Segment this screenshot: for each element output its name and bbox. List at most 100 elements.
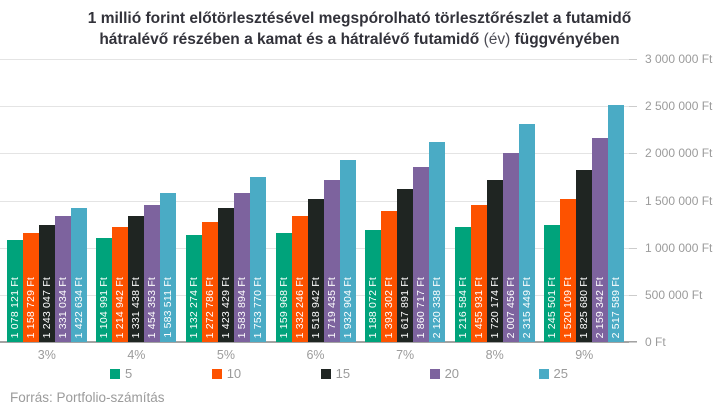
bar-6-15: 1 518 942 Ft (307, 198, 324, 342)
bar-9-5: 1 245 501 Ft (544, 224, 561, 342)
bar-3-20: 1 331 034 Ft (54, 216, 71, 342)
x-tick-label: 4% (127, 348, 146, 362)
bar-value-label: 1 719 435 Ft (325, 276, 338, 338)
bar-5-15: 1 423 429 Ft (217, 207, 234, 342)
y-tick-label: 500 000 Ft (645, 288, 703, 302)
bar-group-6: 1 159 968 Ft 1 332 246 Ft 1 518 942 Ft 1 71… (271, 59, 361, 342)
bar-value-label: 1 422 634 Ft (72, 276, 85, 338)
bar-value-label: 1 078 121 Ft (8, 276, 21, 338)
bar-value-label: 1 272 786 Ft (203, 276, 216, 338)
gridline (0, 106, 636, 107)
bar-8-15: 1 720 174 Ft (486, 179, 503, 342)
bar-value-label: 1 518 942 Ft (309, 276, 322, 338)
bar-value-label: 1 860 717 Ft (415, 276, 428, 338)
x-tick-label: 7% (396, 348, 415, 362)
bar-value-label: 1 159 968 Ft (277, 276, 290, 338)
bar-value-label: 1 753 770 Ft (251, 276, 264, 338)
y-tick-label: 2 000 000 Ft (645, 146, 713, 160)
x-tick-label: 9% (575, 348, 594, 362)
bar-value-label: 1 520 109 Ft (562, 276, 575, 338)
bar-value-label: 1 454 353 Ft (146, 276, 159, 338)
bar-group-7: 1 188 072 Ft 1 393 302 Ft 1 617 891 Ft 1 86… (360, 59, 450, 342)
bar-group-3: 1 078 121 Ft 1 158 729 Ft 1 243 047 Ft 1 33… (2, 59, 92, 342)
y-tick (629, 295, 637, 296)
bar-4-25: 1 583 511 Ft (160, 192, 177, 342)
chart-title-unit: (év) (483, 31, 511, 48)
bar-value-label: 1 583 894 Ft (235, 276, 248, 338)
bar-value-label: 1 331 034 Ft (56, 276, 69, 338)
bar-9-20: 2 159 342 Ft (592, 138, 609, 342)
bar-5-20: 1 583 894 Ft (233, 192, 250, 342)
bar-value-label: 1 216 584 Ft (456, 276, 469, 338)
bar-value-label: 1 332 246 Ft (293, 276, 306, 338)
bar-4-20: 1 454 353 Ft (144, 204, 161, 342)
bar-9-10: 1 520 109 Ft (560, 198, 577, 342)
bar-value-label: 1 104 991 Ft (98, 276, 111, 338)
bar-9-25: 2 517 589 Ft (608, 104, 625, 342)
y-tick-label: 0 Ft (645, 335, 666, 349)
bar-6-25: 1 932 904 Ft (339, 159, 356, 342)
y-tick (629, 248, 637, 249)
legend-item-10: 10 (211, 366, 241, 381)
legend-swatch-icon (211, 368, 222, 379)
bar-5-10: 1 272 786 Ft (201, 221, 218, 342)
y-tick-label: 1 000 000 Ft (645, 241, 713, 255)
gridline (0, 59, 636, 60)
bar-4-15: 1 331 438 Ft (128, 216, 145, 342)
bar-8-25: 2 315 449 Ft (518, 123, 535, 342)
legend-item-25: 25 (538, 366, 568, 381)
legend-swatch-icon (320, 368, 331, 379)
bar-group-5: 1 132 274 Ft 1 272 786 Ft 1 423 429 Ft 1 58… (181, 59, 271, 342)
bar-group-8: 1 216 584 Ft 1 455 931 Ft 1 720 174 Ft 2 00… (450, 59, 540, 342)
legend-item-5: 5 (110, 366, 132, 381)
bar-7-5: 1 188 072 Ft (365, 229, 382, 342)
bar-value-label: 1 455 931 Ft (472, 276, 485, 338)
bar-3-5: 1 078 121 Ft (6, 240, 23, 342)
source-note: Forrás: Portfolio-számítás (10, 390, 165, 405)
bar-9-15: 1 825 680 Ft (576, 169, 593, 342)
bar-value-label: 2 007 456 Ft (504, 276, 517, 338)
bar-value-label: 2 315 449 Ft (520, 276, 533, 338)
bar-value-label: 1 245 501 Ft (546, 276, 559, 338)
bar-value-label: 1 331 438 Ft (130, 276, 143, 338)
bar-group-4: 1 104 991 Ft 1 214 942 Ft 1 331 438 Ft 1 45… (92, 59, 182, 342)
bar-7-20: 1 860 717 Ft (413, 166, 430, 342)
x-tick-label: 8% (485, 348, 504, 362)
bar-value-label: 2 159 342 Ft (594, 276, 607, 338)
x-tick-label: 5% (216, 348, 235, 362)
bar-value-label: 1 214 942 Ft (114, 276, 127, 338)
bar-3-25: 1 422 634 Ft (70, 207, 87, 342)
bar-8-20: 2 007 456 Ft (502, 152, 519, 342)
y-tick-label: 3 000 000 Ft (645, 52, 713, 66)
legend-item-20: 20 (429, 366, 459, 381)
bar-value-label: 1 617 891 Ft (399, 276, 412, 338)
x-axis-labels: 3% 4% 5% 6% 7% 8% 9% (2, 348, 629, 362)
bar-value-label: 1 132 274 Ft (187, 276, 200, 338)
bar-value-label: 2 517 589 Ft (610, 276, 623, 338)
bar-4-5: 1 104 991 Ft (96, 237, 113, 342)
x-tick-label: 6% (306, 348, 325, 362)
legend-swatch-icon (110, 368, 120, 379)
bar-value-label: 1 825 680 Ft (578, 276, 591, 338)
legend-swatch-icon (538, 368, 549, 379)
bars-layer: 1 078 121 Ft 1 158 729 Ft 1 243 047 Ft 1 33… (2, 59, 629, 342)
bar-value-label: 1 932 904 Ft (341, 276, 354, 338)
bar-value-label: 1 583 511 Ft (162, 277, 175, 338)
bar-7-10: 1 393 302 Ft (381, 210, 398, 342)
bar-value-label: 1 393 302 Ft (383, 276, 396, 338)
legend: 5 10 15 20 25 (110, 366, 568, 381)
bar-8-5: 1 216 584 Ft (454, 227, 471, 342)
bar-value-label: 1 158 729 Ft (24, 276, 37, 338)
bar-5-5: 1 132 274 Ft (185, 235, 202, 342)
bar-value-label: 1 243 047 Ft (40, 276, 53, 338)
chart-title-line1: 1 millió forint előtörlesztésével megspó… (87, 10, 632, 27)
bar-value-label: 2 120 338 Ft (431, 276, 444, 338)
y-tick (629, 106, 637, 107)
y-tick (629, 201, 637, 202)
legend-label: 25 (553, 366, 568, 381)
chart-title-line2: hátralévő részében a kamat és a hátralév… (99, 31, 620, 48)
legend-label: 15 (335, 366, 351, 381)
bar-value-label: 1 188 072 Ft (367, 276, 380, 338)
legend-item-15: 15 (320, 366, 351, 381)
